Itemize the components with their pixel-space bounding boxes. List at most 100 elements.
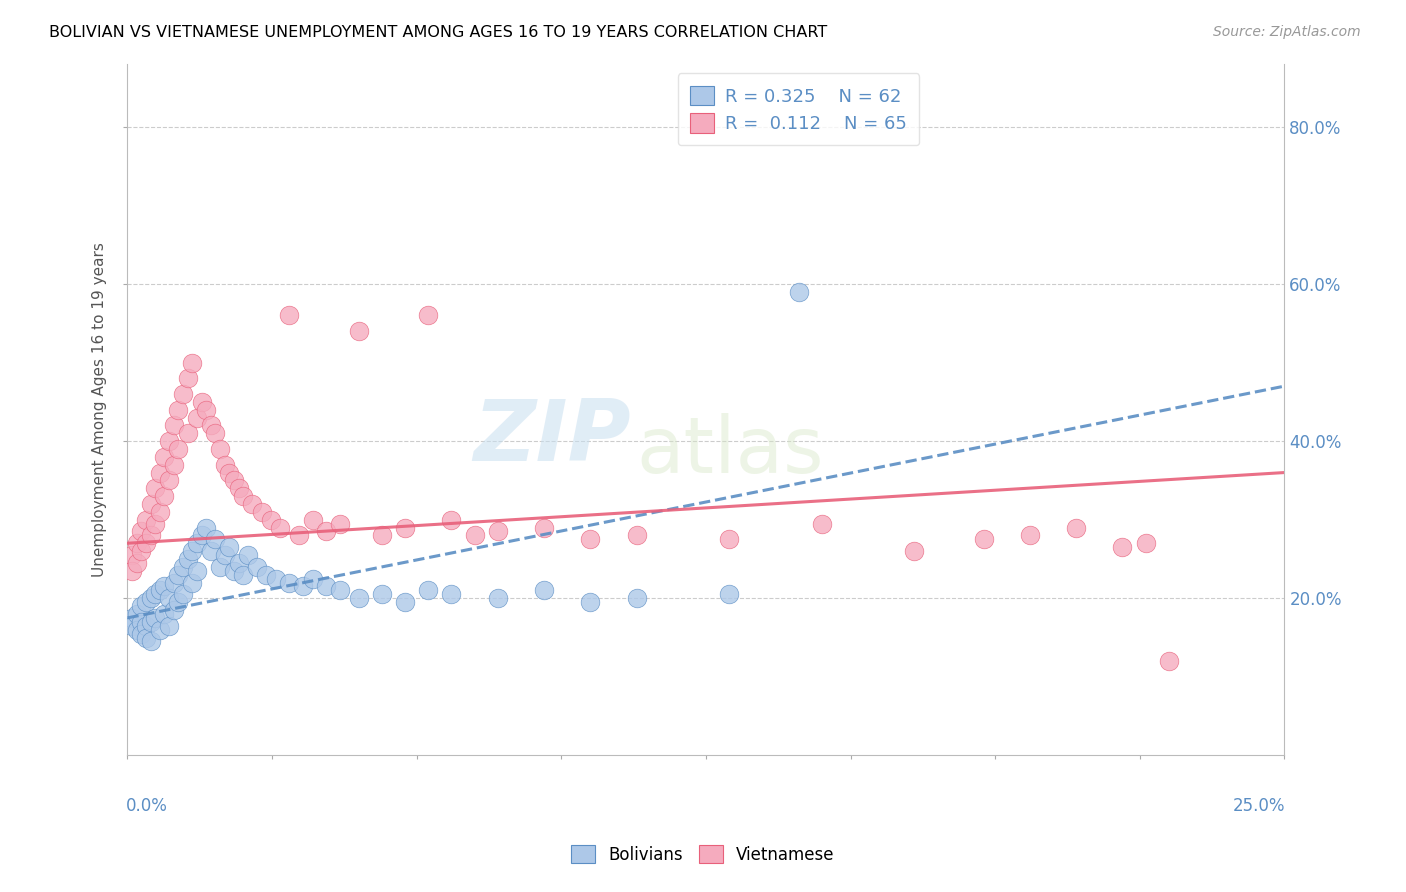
Point bbox=[135, 513, 157, 527]
Point bbox=[287, 528, 309, 542]
Point bbox=[228, 481, 250, 495]
Point bbox=[153, 450, 176, 464]
Point bbox=[176, 426, 198, 441]
Point bbox=[718, 587, 741, 601]
Point bbox=[533, 583, 555, 598]
Point bbox=[143, 611, 166, 625]
Point bbox=[139, 497, 162, 511]
Point bbox=[139, 634, 162, 648]
Point bbox=[149, 505, 172, 519]
Point bbox=[1064, 520, 1087, 534]
Point bbox=[131, 524, 153, 539]
Point bbox=[347, 324, 370, 338]
Point bbox=[139, 591, 162, 606]
Point bbox=[172, 587, 194, 601]
Point bbox=[135, 595, 157, 609]
Point bbox=[125, 623, 148, 637]
Point bbox=[172, 559, 194, 574]
Point bbox=[260, 513, 283, 527]
Point bbox=[222, 564, 245, 578]
Point bbox=[200, 544, 222, 558]
Point bbox=[329, 516, 352, 531]
Point bbox=[157, 434, 180, 449]
Point bbox=[131, 599, 153, 613]
Point bbox=[135, 631, 157, 645]
Point bbox=[973, 533, 995, 547]
Point bbox=[301, 572, 323, 586]
Point bbox=[218, 466, 240, 480]
Point bbox=[157, 591, 180, 606]
Point bbox=[167, 595, 190, 609]
Point bbox=[315, 524, 337, 539]
Point bbox=[125, 536, 148, 550]
Point bbox=[176, 552, 198, 566]
Point bbox=[626, 591, 648, 606]
Point bbox=[329, 583, 352, 598]
Point bbox=[903, 544, 925, 558]
Point bbox=[246, 559, 269, 574]
Point bbox=[195, 402, 218, 417]
Point bbox=[347, 591, 370, 606]
Text: ZIP: ZIP bbox=[474, 396, 631, 479]
Point bbox=[718, 533, 741, 547]
Legend: R = 0.325    N = 62, R =  0.112    N = 65: R = 0.325 N = 62, R = 0.112 N = 65 bbox=[678, 73, 920, 145]
Point bbox=[157, 474, 180, 488]
Point bbox=[131, 544, 153, 558]
Point bbox=[394, 520, 416, 534]
Point bbox=[579, 533, 602, 547]
Point bbox=[186, 410, 208, 425]
Point bbox=[163, 458, 186, 472]
Point bbox=[218, 540, 240, 554]
Point bbox=[135, 536, 157, 550]
Point bbox=[1019, 528, 1042, 542]
Point bbox=[190, 528, 212, 542]
Point bbox=[176, 371, 198, 385]
Point bbox=[181, 544, 204, 558]
Point bbox=[232, 489, 254, 503]
Point bbox=[121, 611, 143, 625]
Point bbox=[440, 587, 463, 601]
Text: 25.0%: 25.0% bbox=[1233, 797, 1285, 814]
Point bbox=[167, 402, 190, 417]
Point bbox=[121, 564, 143, 578]
Point bbox=[236, 548, 259, 562]
Point bbox=[204, 426, 226, 441]
Point bbox=[153, 579, 176, 593]
Point bbox=[186, 536, 208, 550]
Text: BOLIVIAN VS VIETNAMESE UNEMPLOYMENT AMONG AGES 16 TO 19 YEARS CORRELATION CHART: BOLIVIAN VS VIETNAMESE UNEMPLOYMENT AMON… bbox=[49, 25, 828, 40]
Point bbox=[181, 575, 204, 590]
Point bbox=[153, 489, 176, 503]
Point bbox=[149, 623, 172, 637]
Point bbox=[208, 559, 231, 574]
Point bbox=[1157, 654, 1180, 668]
Point bbox=[125, 607, 148, 621]
Point bbox=[418, 583, 440, 598]
Text: 0.0%: 0.0% bbox=[127, 797, 169, 814]
Point bbox=[167, 567, 190, 582]
Point bbox=[131, 626, 153, 640]
Point bbox=[371, 528, 394, 542]
Point bbox=[301, 513, 323, 527]
Point bbox=[315, 579, 337, 593]
Point bbox=[214, 458, 236, 472]
Point bbox=[533, 520, 555, 534]
Point bbox=[153, 607, 176, 621]
Point bbox=[626, 528, 648, 542]
Point bbox=[464, 528, 486, 542]
Point bbox=[157, 618, 180, 632]
Point bbox=[269, 520, 291, 534]
Point bbox=[143, 481, 166, 495]
Point bbox=[214, 548, 236, 562]
Point bbox=[143, 516, 166, 531]
Y-axis label: Unemployment Among Ages 16 to 19 years: Unemployment Among Ages 16 to 19 years bbox=[93, 243, 107, 577]
Point bbox=[254, 567, 277, 582]
Point bbox=[200, 418, 222, 433]
Point bbox=[394, 595, 416, 609]
Point bbox=[181, 355, 204, 369]
Point bbox=[167, 442, 190, 456]
Point bbox=[222, 474, 245, 488]
Point bbox=[250, 505, 273, 519]
Point bbox=[371, 587, 394, 601]
Point bbox=[228, 556, 250, 570]
Point bbox=[163, 603, 186, 617]
